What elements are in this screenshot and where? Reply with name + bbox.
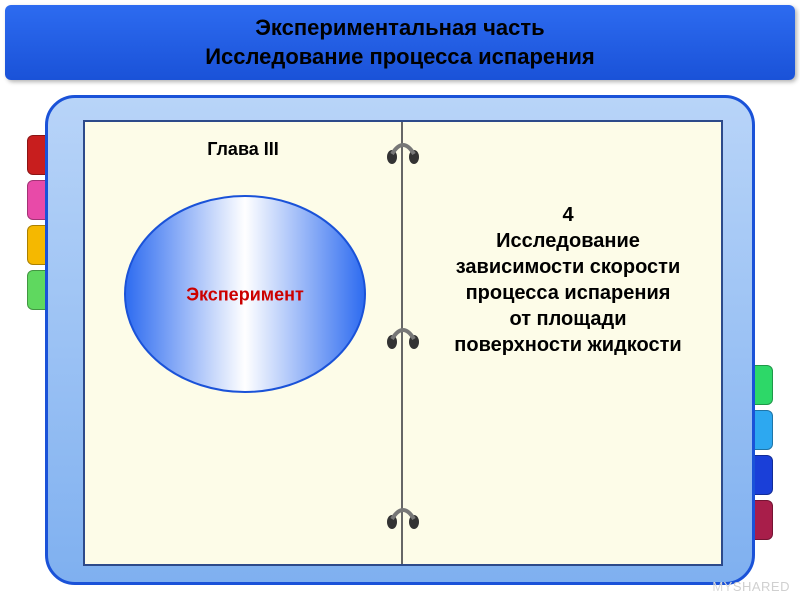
watermark-suffix: SHARED (733, 579, 790, 594)
chapter-label: Глава III (97, 139, 389, 160)
binder-ring-icon (378, 142, 428, 172)
watermark: MYSHARED (712, 579, 790, 594)
page-left: Глава III Эксперимент (85, 122, 403, 564)
header-subtitle: Исследование процесса испарения (205, 43, 595, 72)
header-title: Экспериментальная часть (255, 14, 544, 43)
binder-ring-icon (378, 507, 428, 537)
header-banner: Экспериментальная часть Исследование про… (5, 5, 795, 80)
right-page-text: 4 Исследование зависимости скорости проц… (453, 202, 683, 358)
binder: Глава III Эксперимент (45, 95, 755, 585)
binder-cover: Глава III Эксперимент (45, 95, 755, 585)
watermark-prefix: MY (712, 579, 733, 594)
page-right: 4 Исследование зависимости скорости проц… (403, 122, 721, 564)
experiment-ellipse: Эксперимент (120, 192, 370, 397)
ellipse-label: Эксперимент (186, 284, 304, 305)
right-page-body: Исследование зависимости скорости процес… (454, 230, 681, 356)
paper-area: Глава III Эксперимент (83, 120, 723, 566)
right-page-number: 4 (562, 204, 573, 226)
binder-ring-icon (378, 327, 428, 357)
